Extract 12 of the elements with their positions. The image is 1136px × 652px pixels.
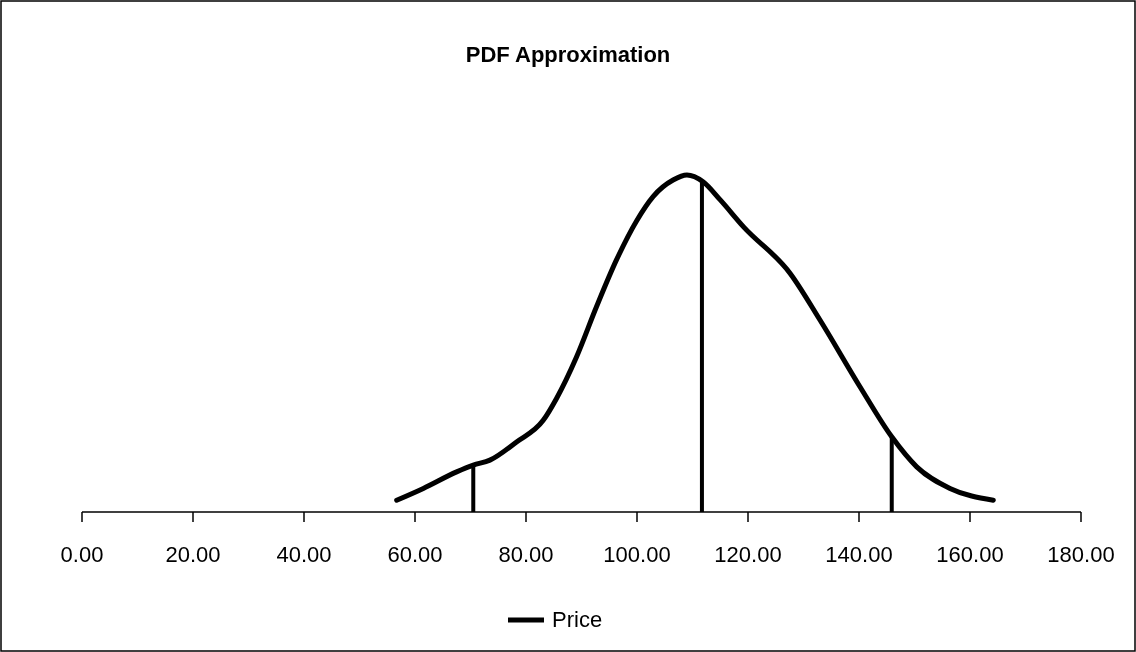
x-tick-label: 160.00 [936, 542, 1004, 567]
x-tick-label: 20.00 [165, 542, 221, 567]
x-tick-label: 140.00 [825, 542, 893, 567]
x-tick-label: 40.00 [276, 542, 332, 567]
x-tick-label: 0.00 [60, 542, 104, 567]
legend-label: Price [552, 607, 603, 632]
x-tick-label: 120.00 [714, 542, 782, 567]
x-tick-label: 180.00 [1047, 542, 1115, 567]
x-tick-label: 60.00 [387, 542, 443, 567]
x-tick-label: 80.00 [498, 542, 554, 567]
chart-title: PDF Approximation [465, 42, 671, 67]
x-tick-label: 100.00 [603, 542, 671, 567]
